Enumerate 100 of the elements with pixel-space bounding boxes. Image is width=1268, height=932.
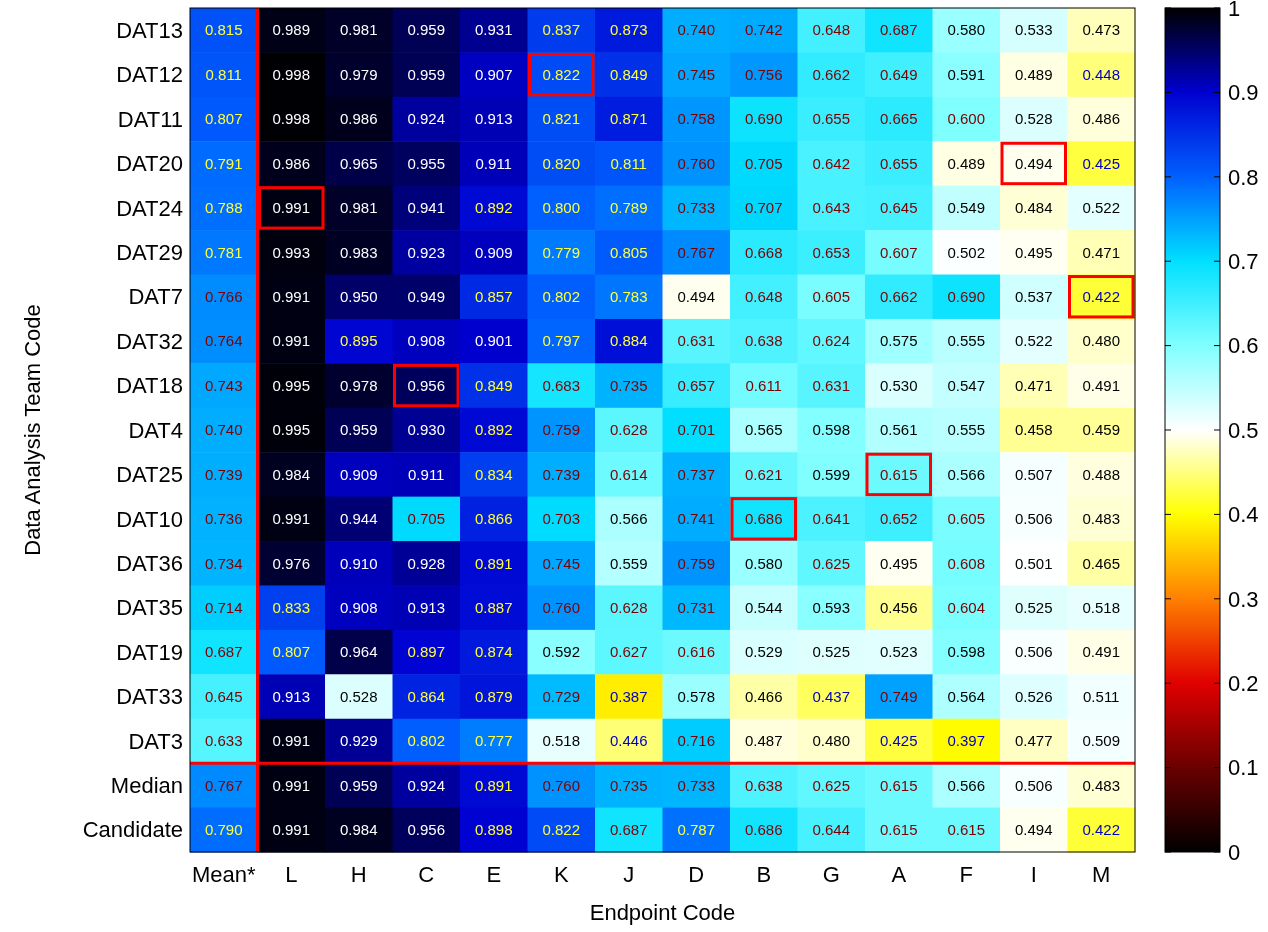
data-label: 0.735	[609, 376, 648, 394]
data-label: 0.471	[1014, 376, 1053, 394]
data-label: 0.593	[812, 598, 851, 616]
data-label: 0.422	[1082, 821, 1121, 839]
x-tick-label: B	[756, 862, 772, 887]
data-label: 0.657	[677, 376, 716, 394]
data-label: 0.791	[204, 154, 243, 172]
data-label: 0.834	[474, 465, 513, 483]
y-tick-label: DAT11	[117, 106, 183, 132]
data-label: 0.807	[272, 643, 311, 661]
data-label: 0.760	[677, 154, 716, 172]
data-label: 0.506	[1014, 643, 1053, 661]
color-bar-label: 0.4	[1228, 502, 1259, 528]
data-label: 0.944	[339, 510, 378, 528]
data-label: 0.615	[879, 821, 918, 839]
data-label: 0.714	[204, 598, 243, 616]
color-bar-label: 0.8	[1228, 164, 1259, 190]
data-label: 0.580	[947, 21, 986, 39]
data-label: 0.561	[879, 421, 918, 439]
data-label: 0.683	[542, 376, 581, 394]
color-bar-label: 0.6	[1228, 333, 1259, 359]
y-tick-label: DAT24	[116, 195, 183, 221]
data-label: 0.931	[474, 21, 513, 39]
x-tick-label: H	[350, 862, 367, 887]
color-bar-label: 0.3	[1228, 586, 1259, 612]
data-label: 0.984	[339, 821, 378, 839]
data-label: 0.766	[204, 287, 243, 305]
data-label: 0.448	[1082, 65, 1121, 83]
data-label: 0.526	[1014, 687, 1053, 705]
data-label: 0.511	[1083, 687, 1120, 705]
x-tick-label: I	[1030, 862, 1037, 887]
data-label: 0.605	[812, 287, 851, 305]
data-label: 0.729	[542, 687, 581, 705]
data-label: 0.494	[677, 287, 716, 305]
data-label: 0.703	[542, 510, 581, 528]
data-label: 0.465	[1082, 554, 1121, 572]
data-label: 0.686	[744, 510, 783, 528]
data-label: 0.480	[1082, 332, 1121, 350]
data-label: 0.488	[1082, 465, 1121, 483]
data-label: 0.592	[542, 643, 581, 661]
data-label: 0.908	[407, 332, 446, 350]
data-label: 0.986	[272, 154, 311, 172]
data-label: 0.887	[474, 598, 513, 616]
data-label: 0.897	[407, 643, 446, 661]
data-label: 0.991	[272, 732, 311, 750]
data-label: 0.624	[812, 332, 851, 350]
data-label: 0.991	[272, 332, 311, 350]
data-label: 0.643	[812, 199, 851, 217]
data-label: 0.533	[1014, 21, 1053, 39]
data-label: 0.458	[1014, 421, 1053, 439]
data-label: 0.991	[272, 199, 311, 217]
data-label: 0.459	[1082, 421, 1121, 439]
data-label: 0.745	[542, 554, 581, 572]
y-tick-label: DAT7	[128, 284, 183, 310]
data-label: 0.716	[677, 732, 716, 750]
data-label: 0.879	[474, 687, 513, 705]
data-label: 0.615	[879, 465, 918, 483]
data-label: 0.615	[947, 821, 986, 839]
data-label: 0.892	[474, 199, 513, 217]
data-label: 0.866	[474, 510, 513, 528]
data-label: 0.653	[812, 243, 851, 261]
data-label: 0.522	[1014, 332, 1053, 350]
data-label: 0.525	[1014, 598, 1053, 616]
data-label: 0.555	[947, 332, 986, 350]
data-label: 0.908	[339, 598, 378, 616]
data-label: 0.598	[812, 421, 851, 439]
data-label: 0.486	[1082, 110, 1121, 128]
data-label: 0.506	[1014, 510, 1053, 528]
y-tick-label: DAT32	[116, 328, 183, 354]
data-label: 0.759	[677, 554, 716, 572]
data-label: 0.437	[812, 687, 851, 705]
data-label: 0.984	[272, 465, 311, 483]
data-label: 0.760	[542, 598, 581, 616]
data-label: 0.456	[879, 598, 918, 616]
x-tick-label: L	[285, 862, 298, 887]
data-label: 0.484	[1014, 199, 1053, 217]
data-label: 0.473	[1082, 21, 1121, 39]
data-label: 0.652	[879, 510, 918, 528]
data-label: 0.422	[1082, 287, 1121, 305]
data-label: 0.837	[542, 21, 581, 39]
data-label: 0.802	[542, 287, 581, 305]
data-label: 0.941	[407, 199, 446, 217]
data-label: 0.864	[407, 687, 446, 705]
data-label: 0.731	[677, 598, 716, 616]
data-label: 0.591	[947, 65, 986, 83]
data-label: 0.911	[475, 154, 512, 172]
data-label: 0.631	[812, 376, 851, 394]
data-label: 0.625	[812, 776, 851, 794]
data-label: 0.641	[812, 510, 851, 528]
data-label: 0.628	[609, 598, 648, 616]
data-label: 0.662	[812, 65, 851, 83]
data-label: 0.687	[609, 821, 648, 839]
data-label: 0.707	[744, 199, 783, 217]
data-label: 0.655	[812, 110, 851, 128]
data-label: 0.758	[677, 110, 716, 128]
data-label: 0.701	[677, 421, 716, 439]
data-label: 0.645	[204, 687, 243, 705]
data-label: 0.924	[407, 776, 446, 794]
data-label: 0.425	[879, 732, 918, 750]
data-label: 0.929	[339, 732, 378, 750]
